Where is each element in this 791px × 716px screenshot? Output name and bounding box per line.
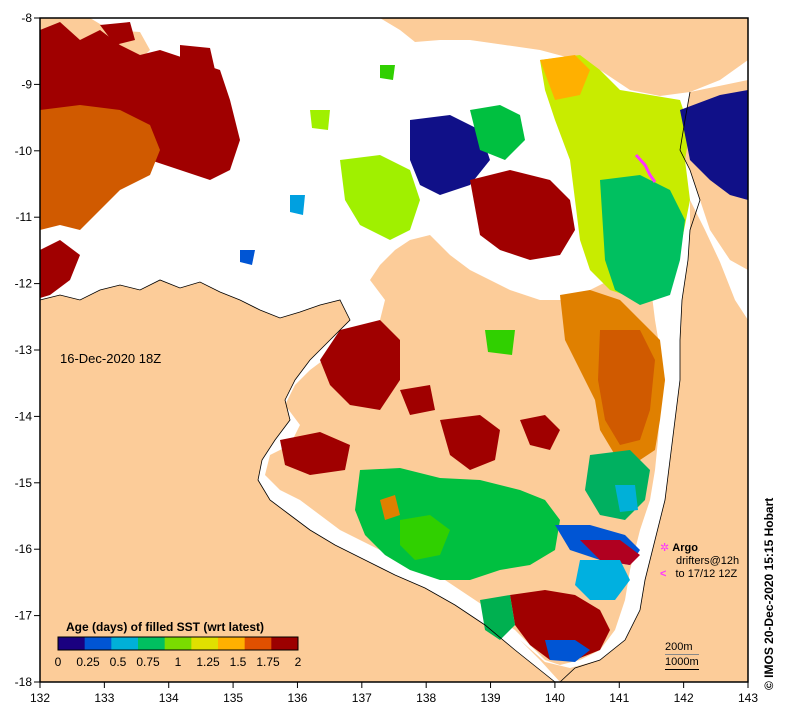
y-tick-label: -15 xyxy=(15,476,33,490)
x-tick-label: 134 xyxy=(159,691,179,705)
x-tick-label: 143 xyxy=(738,691,758,705)
argo-track xyxy=(634,153,657,183)
date-label: 16-Dec-2020 18Z xyxy=(60,351,162,366)
depth-200m: 200m xyxy=(665,640,699,655)
coastline-layer xyxy=(39,91,701,683)
argo-label: Argo xyxy=(672,542,698,554)
colorbar-tick-label: 1.5 xyxy=(230,655,247,669)
x-axis: 132 133 134 135 136 137 138 139 140 141 142 143 xyxy=(30,682,758,705)
drifters-label: drifters@12h xyxy=(676,555,740,567)
colorbar-tick-label: 0.75 xyxy=(136,655,160,669)
y-tick-label: -13 xyxy=(15,343,33,357)
x-tick-label: 132 xyxy=(30,691,50,705)
x-tick-label: 138 xyxy=(416,691,436,705)
x-tick-label: 140 xyxy=(545,691,565,705)
colorbar-tick-label: 1.75 xyxy=(256,655,280,669)
drifters-until: to 17/12 12Z xyxy=(675,568,738,580)
colorbar-cell xyxy=(138,637,166,650)
colorbar-tick-label: 0 xyxy=(55,655,62,669)
depth-legend: 200m 1000m xyxy=(665,640,699,670)
land-nt xyxy=(40,280,555,682)
colorbar-cell xyxy=(84,637,112,650)
colorbar-tick-label: 0.25 xyxy=(76,655,100,669)
x-tick-label: 135 xyxy=(223,691,243,705)
credit-text: © IMOS 20-Dec-2020 15:15 Hobart xyxy=(762,497,776,690)
colorbar-cell xyxy=(218,637,246,650)
x-tick-label: 136 xyxy=(287,691,307,705)
colorbar-cell xyxy=(191,637,219,650)
colorbar-cell xyxy=(244,637,272,650)
y-tick-label: -14 xyxy=(15,409,33,423)
y-tick-label: -8 xyxy=(21,11,32,25)
colorbar-tick-label: 2 xyxy=(295,655,302,669)
depth-1000m: 1000m xyxy=(665,656,699,670)
x-tick-label: 137 xyxy=(352,691,372,705)
y-tick-label: -9 xyxy=(21,77,32,91)
colorbar-tick-label: 0.5 xyxy=(110,655,127,669)
y-tick-label: -17 xyxy=(15,609,33,623)
colorbar-tick-label: 1.25 xyxy=(196,655,220,669)
colorbar-cell xyxy=(164,637,192,650)
colorbar-cell xyxy=(111,637,139,650)
colorbar-outline xyxy=(57,636,299,651)
colorbar-title: Age (days) of filled SST (wrt latest) xyxy=(66,620,264,634)
land-png-north xyxy=(380,18,748,96)
y-axis: -8 -9 -10 -11 -12 -13 -14 -15 -16 -17 -18 xyxy=(15,11,40,689)
y-tick-label: -12 xyxy=(15,277,33,291)
y-tick-label: -16 xyxy=(15,542,33,556)
x-tick-label: 141 xyxy=(609,691,629,705)
x-tick-label: 142 xyxy=(674,691,694,705)
colorbar-cell xyxy=(58,637,86,650)
colorbar-gradient xyxy=(58,637,299,650)
colorbar-cell xyxy=(271,637,299,650)
argo-legend: ✲ Argo drifters@12h < to 17/12 12Z xyxy=(660,542,739,581)
y-tick-label: -11 xyxy=(16,210,33,224)
colorbar-tick-label: 1 xyxy=(175,655,182,669)
colorbar-ticks: 0 0.25 0.5 0.75 1 1.25 1.5 1.75 2 xyxy=(55,655,302,669)
y-tick-label: -18 xyxy=(15,675,33,689)
x-tick-label: 139 xyxy=(481,691,501,705)
sst-data-layer xyxy=(40,22,748,662)
y-tick-label: -10 xyxy=(15,144,33,158)
argo-symbol-icon: ✲ xyxy=(660,542,670,554)
drifter-arrow-icon: < xyxy=(660,568,667,580)
x-tick-label: 133 xyxy=(94,691,114,705)
